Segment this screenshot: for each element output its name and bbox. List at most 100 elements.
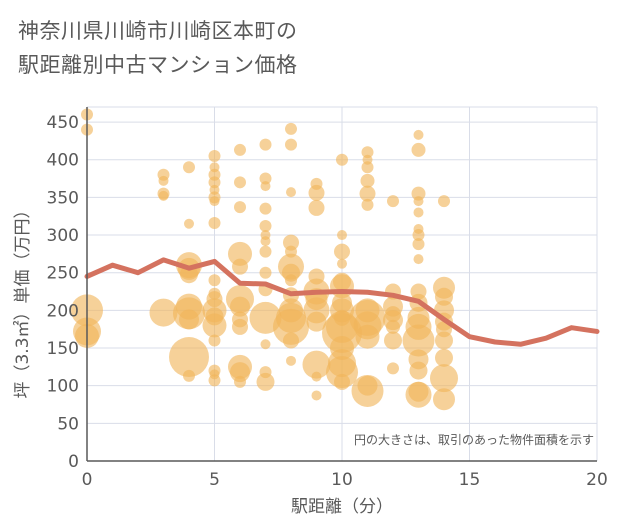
data-bubble	[228, 241, 252, 266]
data-bubble	[209, 196, 220, 207]
data-bubble	[411, 186, 426, 201]
data-bubble	[334, 243, 350, 260]
x-axis-title: 駅距離（分）	[291, 497, 393, 517]
y-tick-label: 0	[68, 452, 79, 472]
average-price-line	[84, 257, 600, 347]
trend-line-series	[84, 257, 600, 347]
data-bubble	[259, 172, 272, 185]
bubble-series	[71, 108, 458, 411]
x-tick-label: 15	[459, 470, 481, 490]
data-bubble	[384, 331, 402, 350]
y-tick-label: 150	[47, 339, 79, 359]
data-bubble	[260, 236, 271, 247]
y-tick-label: 50	[57, 414, 79, 434]
data-bubble	[438, 195, 450, 208]
data-bubble	[337, 230, 347, 241]
data-bubble	[334, 373, 350, 390]
data-bubble	[285, 138, 297, 151]
data-bubble	[286, 355, 296, 366]
data-bubble	[326, 356, 358, 389]
chart-title: 神奈川県川崎市川崎区本町の 駅距離別中古マンション価格	[18, 14, 298, 82]
data-bubble	[230, 362, 250, 383]
axes	[86, 107, 597, 462]
data-bubble	[183, 369, 195, 382]
data-bubble	[311, 390, 322, 401]
data-bubble	[402, 324, 435, 357]
data-bubble	[413, 254, 424, 265]
data-bubble	[308, 199, 325, 216]
y-tick-label: 350	[47, 188, 79, 208]
data-bubble	[234, 176, 246, 189]
data-bubble	[259, 202, 272, 215]
data-bubble	[430, 364, 458, 393]
chart-title-line1: 神奈川県川崎市川崎区本町の	[18, 19, 298, 43]
size-legend-note: 円の大きさは、取引のあった物件面積を示す	[354, 432, 594, 447]
data-bubble	[208, 274, 221, 287]
data-bubble	[387, 362, 399, 375]
data-bubble	[259, 220, 272, 233]
data-bubble	[158, 175, 169, 186]
data-bubble	[208, 176, 221, 189]
data-bubble	[234, 201, 246, 214]
data-bubble	[183, 161, 195, 174]
data-bubble	[283, 234, 299, 251]
tick-labels: 0 50 100 150 200 250 300 350 400 450 0 5 10 15 20	[47, 113, 608, 490]
data-bubble	[413, 129, 424, 140]
data-bubble	[230, 296, 250, 317]
data-bubble	[283, 332, 299, 349]
data-bubble	[260, 339, 271, 350]
data-bubble	[302, 350, 331, 379]
data-bubble	[285, 122, 297, 135]
y-tick-label: 450	[47, 113, 79, 133]
data-bubble	[308, 184, 325, 201]
data-bubble	[361, 161, 374, 174]
data-bubble	[259, 266, 272, 279]
data-bubble	[355, 324, 380, 349]
data-bubble	[273, 308, 309, 345]
data-bubble	[413, 207, 424, 218]
y-tick-label: 400	[47, 151, 79, 171]
data-bubble	[361, 146, 374, 159]
data-bubble	[149, 298, 178, 327]
y-tick-label: 200	[47, 301, 79, 321]
x-tick-label: 10	[331, 470, 353, 490]
data-bubble	[286, 187, 296, 198]
data-bubble	[360, 173, 375, 188]
data-bubble	[336, 153, 348, 166]
data-bubble	[208, 216, 221, 229]
data-bubble	[435, 348, 453, 367]
y-tick-label: 250	[47, 264, 79, 284]
data-bubble	[169, 337, 209, 378]
data-bubble	[184, 218, 194, 229]
data-bubble	[433, 388, 455, 411]
data-bubble	[158, 190, 169, 201]
data-bubble	[285, 274, 297, 287]
data-bubble	[232, 258, 248, 275]
data-bubble	[202, 313, 227, 338]
y-tick-label: 300	[47, 226, 79, 246]
data-bubble	[232, 318, 248, 335]
x-tick-label: 0	[82, 470, 93, 490]
data-bubble	[337, 258, 347, 269]
data-bubble	[180, 265, 198, 284]
data-bubble	[359, 185, 376, 202]
data-bubble	[405, 381, 432, 408]
data-bubble	[387, 195, 399, 208]
data-bubble	[259, 245, 272, 258]
data-bubble	[435, 331, 453, 350]
x-tick-label: 20	[586, 470, 608, 490]
chart-title-line2: 駅距離別中古マンション価格	[18, 53, 298, 77]
data-bubble	[351, 374, 384, 407]
data-bubble	[234, 375, 246, 388]
y-axis-title: 坪（3.3㎡）単価（万円）	[13, 201, 33, 398]
data-bubble	[361, 198, 374, 211]
data-bubble	[386, 319, 400, 334]
data-bubble	[259, 138, 272, 151]
data-bubble	[208, 149, 221, 162]
data-bubble	[306, 311, 327, 332]
data-bubble	[412, 229, 425, 242]
data-bubble	[256, 372, 275, 391]
data-bubble	[234, 143, 246, 156]
data-bubble	[311, 371, 322, 382]
